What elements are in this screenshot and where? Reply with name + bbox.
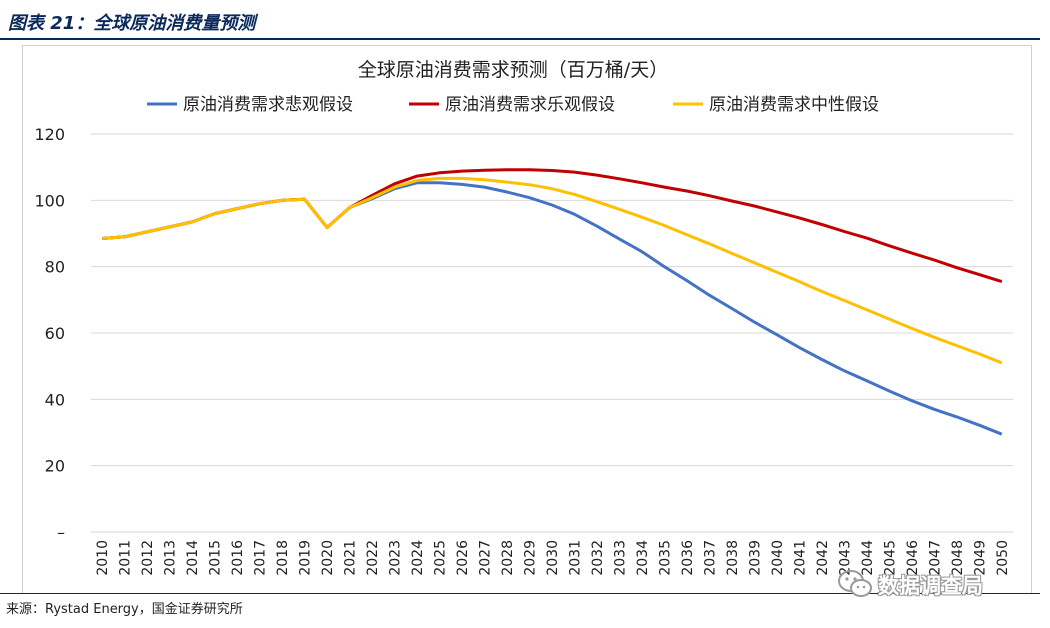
x-tick-label: 2047 <box>927 540 943 576</box>
x-tick-label: 2043 <box>837 540 853 576</box>
x-axis: 2010 2011 2012 2013 2014 2015 2016 2017 2018 2019… <box>95 540 1011 576</box>
x-tick-label: 2048 <box>950 540 966 576</box>
x-tick-label: 2029 <box>523 540 539 576</box>
gridlines <box>91 133 1013 533</box>
y-tick-label: 80 <box>45 258 65 277</box>
x-tick-label: 2034 <box>635 540 651 576</box>
x-tick-label: 2032 <box>590 540 606 576</box>
y-axis: – 20 40 60 80 100 120 <box>34 125 65 542</box>
series-line-2 <box>102 176 1003 365</box>
figure-header: 图表 21：全球原油消费量预测 <box>0 0 1040 38</box>
figure-title: 图表 21：全球原油消费量预测 <box>8 13 256 34</box>
watermark: 数据调查局 <box>836 564 1026 604</box>
x-tick-label: 2018 <box>275 540 291 576</box>
legend-item-0: 原油消费需求悲观假设 <box>147 95 353 115</box>
y-tick-label: – <box>57 523 65 542</box>
y-tick-label: 100 <box>34 191 65 210</box>
x-tick-label: 2037 <box>702 540 718 576</box>
x-tick-label: 2027 <box>478 540 494 576</box>
x-tick-label: 2022 <box>365 540 381 576</box>
x-tick-label: 2050 <box>995 540 1011 576</box>
x-tick-label: 2020 <box>320 540 336 576</box>
x-tick-label: 2039 <box>747 540 763 576</box>
y-tick-label: 120 <box>34 125 65 144</box>
x-tick-label: 2031 <box>567 540 583 576</box>
x-tick-label: 2038 <box>725 540 741 576</box>
x-tick-label: 2049 <box>972 540 988 576</box>
y-tick-label: 20 <box>45 457 65 476</box>
x-tick-label: 2041 <box>792 540 808 576</box>
legend: 原油消费需求悲观假设 原油消费需求乐观假设 原油消费需求中性假设 <box>147 95 879 115</box>
x-tick-label: 2014 <box>185 540 201 576</box>
watermark-text: 数据调查局 <box>878 574 983 598</box>
x-tick-label: 2045 <box>882 540 898 576</box>
x-tick-label: 2012 <box>140 540 156 576</box>
line-chart: 全球原油消费需求预测（百万桶/天） 原油消费需求悲观假设 原油消费需求乐观假设 原油… <box>34 59 1013 576</box>
header-divider <box>0 38 1040 40</box>
wechat-logo-icon <box>838 570 872 597</box>
legend-label: 原油消费需求乐观假设 <box>445 95 615 115</box>
legend-item-1: 原油消费需求乐观假设 <box>409 95 615 115</box>
x-tick-label: 2016 <box>230 540 246 576</box>
x-tick-label: 2025 <box>433 540 449 576</box>
legend-label: 原油消费需求悲观假设 <box>183 95 353 115</box>
source-divider <box>0 593 1040 594</box>
chart-title: 全球原油消费需求预测（百万桶/天） <box>358 59 668 81</box>
x-tick-label: 2028 <box>500 540 516 576</box>
x-tick-label: 2046 <box>905 540 921 576</box>
x-tick-label: 2019 <box>298 540 314 576</box>
x-tick-label: 2015 <box>208 540 224 576</box>
legend-label: 原油消费需求中性假设 <box>709 95 879 115</box>
x-tick-label: 2017 <box>253 540 269 576</box>
x-tick-label: 2021 <box>343 540 359 576</box>
x-tick-label: 2030 <box>545 540 561 576</box>
x-tick-label: 2044 <box>860 540 876 576</box>
x-tick-label: 2013 <box>163 540 179 576</box>
x-tick-label: 2011 <box>118 540 134 576</box>
x-tick-label: 2026 <box>455 540 471 576</box>
x-tick-label: 2042 <box>815 540 831 576</box>
x-tick-label: 2023 <box>388 540 404 576</box>
x-tick-label: 2033 <box>612 540 628 576</box>
x-tick-label: 2036 <box>680 540 696 576</box>
legend-item-2: 原油消费需求中性假设 <box>673 95 879 115</box>
source-note: 来源：Rystad Energy，国金证券研究所 <box>6 602 243 617</box>
x-tick-label: 2024 <box>410 540 426 576</box>
y-tick-label: 40 <box>45 390 65 409</box>
y-tick-label: 60 <box>45 324 65 343</box>
chart-frame: 全球原油消费需求预测（百万桶/天） 原油消费需求悲观假设 原油消费需求乐观假设 原油… <box>22 45 1032 594</box>
x-tick-label: 2040 <box>770 540 786 576</box>
x-tick-label: 2035 <box>657 540 673 576</box>
x-tick-label: 2010 <box>95 540 111 576</box>
series-line-1 <box>102 168 1003 284</box>
series-lines <box>102 168 1003 436</box>
